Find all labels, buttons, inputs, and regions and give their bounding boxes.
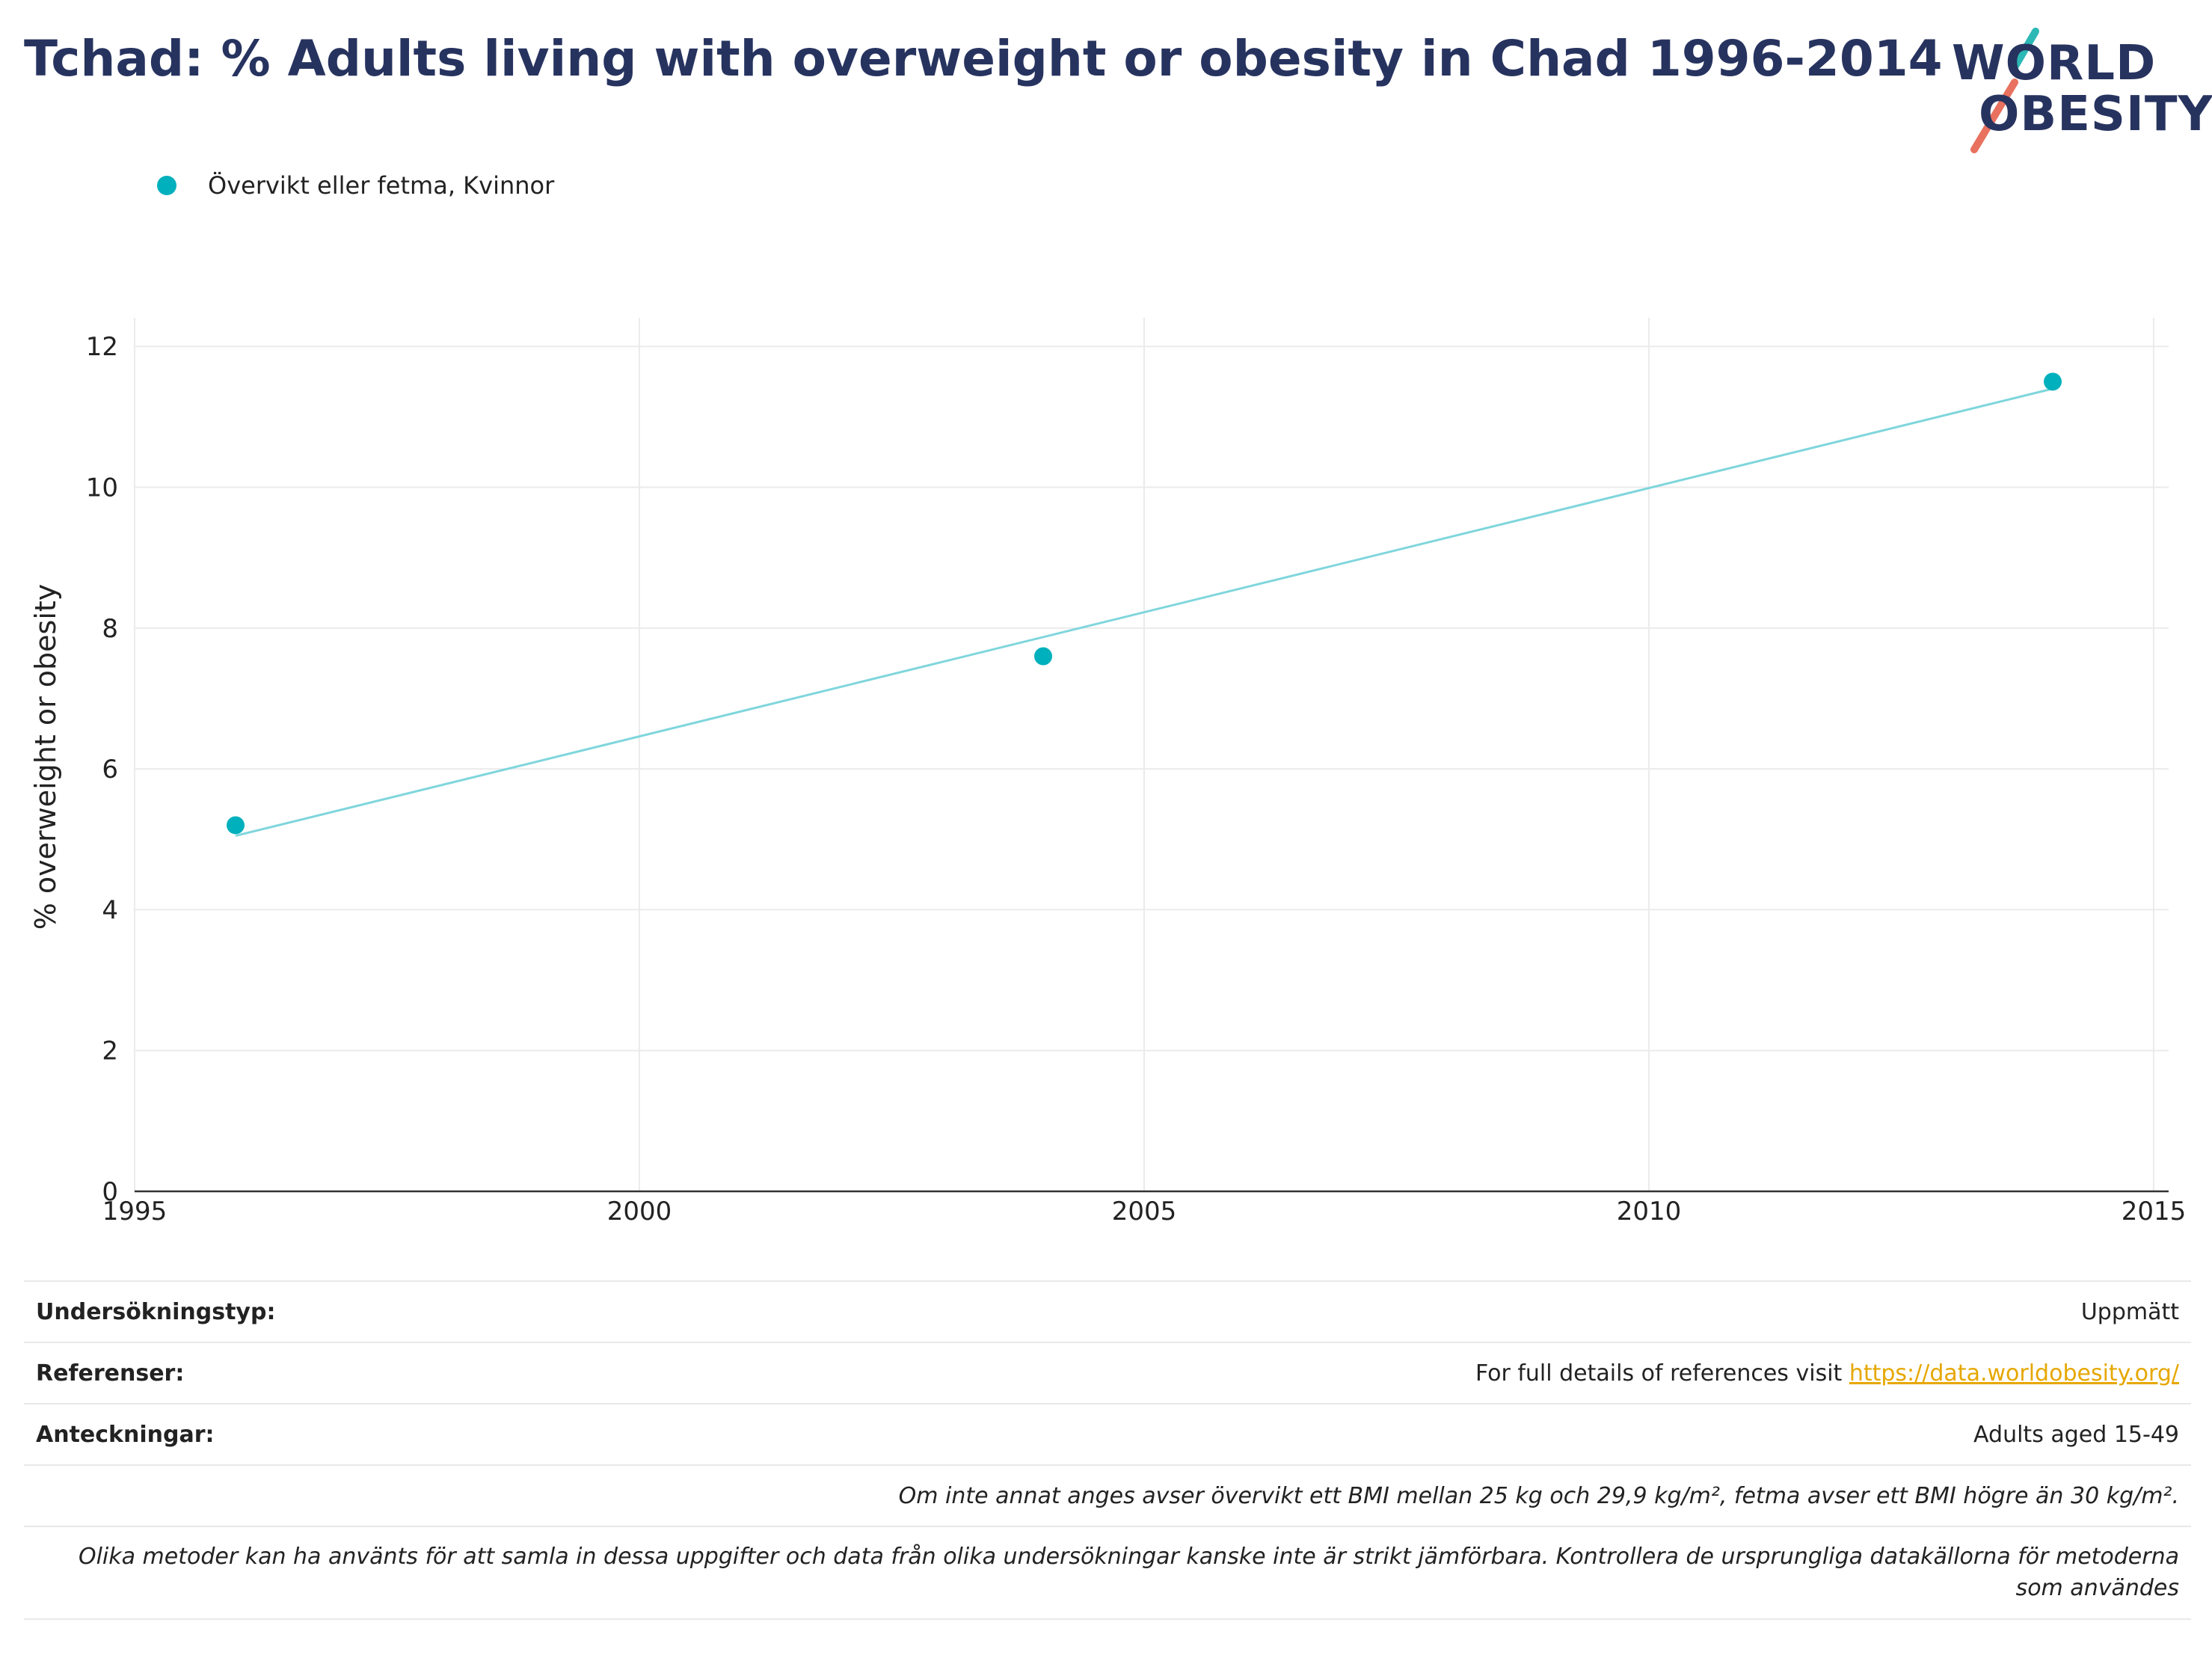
- logo-line1: WORLD: [1952, 36, 2157, 91]
- y-tick-label: 10: [86, 473, 118, 503]
- trendline: [235, 387, 2053, 838]
- references-prefix: For full details of references visit: [1475, 1360, 1849, 1387]
- table-row-notes: Anteckningar: Adults aged 15-49: [24, 1403, 2191, 1464]
- y-tick-label: 2: [102, 1037, 118, 1066]
- y-tick-label: 8: [102, 614, 118, 644]
- world-obesity-logo: WORLD OBESITY: [1952, 22, 2212, 157]
- gridlines: [134, 318, 2169, 1191]
- methods-note: Olika metoder kan ha använts för att sam…: [78, 1544, 2179, 1601]
- info-table: Undersökningstyp: Uppmätt Referenser: Fo…: [24, 1280, 2191, 1620]
- references-link[interactable]: https://data.worldobesity.org/: [1849, 1360, 2179, 1387]
- x-tick-label: 2005: [1112, 1197, 1177, 1226]
- data-points: [227, 372, 2062, 835]
- y-tick-label: 6: [102, 755, 118, 785]
- table-row-survey-type: Undersökningstyp: Uppmätt: [24, 1280, 2191, 1342]
- y-tick-label: 12: [86, 332, 118, 362]
- x-tick-label: 2000: [607, 1197, 672, 1226]
- data-point: [2044, 372, 2062, 391]
- trendline-group: [235, 387, 2053, 838]
- bmi-note: Om inte annat anges avser övervikt ett B…: [898, 1482, 2179, 1509]
- references-value: For full details of references visit htt…: [1475, 1360, 2179, 1387]
- x-tick-label: 2010: [1617, 1197, 1682, 1226]
- notes-value: Adults aged 15-49: [1973, 1421, 2179, 1448]
- data-point: [227, 816, 245, 835]
- notes-label: Anteckningar:: [36, 1421, 215, 1448]
- y-axis-label: % overweight or obesity: [29, 584, 62, 930]
- table-row-methods-note: Olika metoder kan ha använts för att sam…: [24, 1526, 2191, 1620]
- table-row-references: Referenser: For full details of referenc…: [24, 1342, 2191, 1403]
- chart-title: Tchad: % Adults living with overweight o…: [24, 30, 1943, 87]
- x-tick-label: 1995: [102, 1197, 168, 1226]
- logo-slash-icon: [1970, 28, 2039, 153]
- y-tick-label: 0: [102, 1177, 118, 1207]
- survey-type-label: Undersökningstyp:: [36, 1298, 276, 1325]
- data-point: [1034, 647, 1052, 666]
- legend: Övervikt eller fetma, Kvinnor: [157, 171, 554, 200]
- legend-label: Övervikt eller fetma, Kvinnor: [208, 171, 555, 200]
- y-tick-label: 4: [102, 895, 118, 925]
- legend-marker: [157, 176, 176, 195]
- x-tick-label: 2015: [2122, 1197, 2187, 1226]
- references-label: Referenser:: [36, 1360, 185, 1387]
- table-row-bmi-note: Om inte annat anges avser övervikt ett B…: [24, 1464, 2191, 1526]
- axes: 0 2 4 6 8 10 12 1995 2000 2005 2010 2015: [86, 332, 2187, 1226]
- scatter-chart: 0 2 4 6 8 10 12 1995 2000 2005 2010 2015 % overweig…: [29, 318, 2187, 1226]
- survey-type-value: Uppmätt: [2080, 1298, 2179, 1325]
- logo-line2: OBESITY: [1979, 87, 2212, 142]
